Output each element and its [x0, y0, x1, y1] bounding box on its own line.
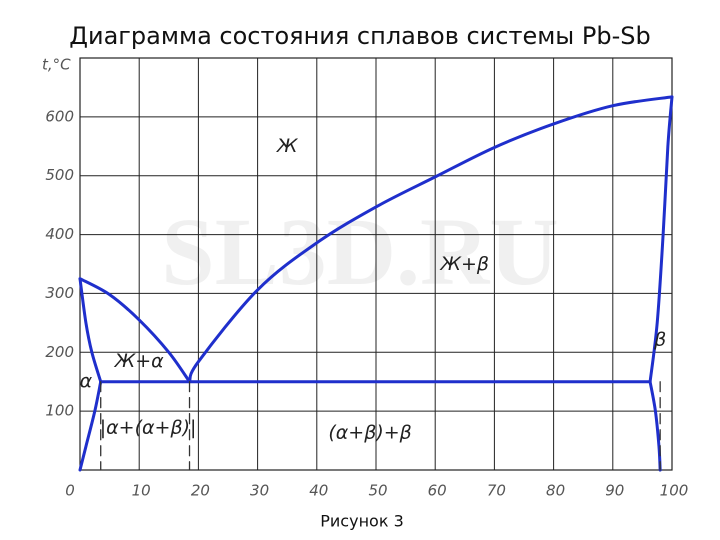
phase-label: Ж+β	[440, 253, 490, 275]
caption: Рисунок 3	[320, 512, 404, 531]
x-tick-label: 100	[660, 482, 689, 500]
watermark: SL3D.RU	[161, 198, 558, 305]
x-tick-label: 50	[368, 482, 387, 500]
phase-label: Ж	[276, 135, 299, 157]
x-tick-label: 80	[546, 482, 565, 500]
phase-label: |α+(α+β)|	[100, 417, 197, 439]
curve	[648, 95, 674, 384]
x-tick-label: 70	[487, 482, 506, 500]
curve	[78, 277, 103, 384]
chart-title: Диаграмма состояния сплавов системы Pb-S…	[69, 22, 650, 50]
curve	[188, 95, 674, 384]
plot-frame	[79, 57, 673, 471]
curve	[648, 380, 662, 472]
phase-label: (α+β)+β	[328, 421, 411, 443]
x-tick-label: 60	[428, 482, 447, 500]
x-tick-label: 90	[605, 482, 624, 500]
y-tick-label: 400	[45, 225, 74, 243]
x-tick-label: 20	[191, 482, 210, 500]
y-tick-label: 500	[45, 166, 74, 184]
y-tick-label: 300	[45, 284, 74, 302]
y-tick-label: 600	[45, 107, 74, 125]
phase-label: Ж+α	[114, 350, 164, 372]
x-tick-label: 30	[250, 482, 269, 500]
x-tick-label: 40	[309, 482, 328, 500]
y-tick-label: 100	[45, 402, 74, 420]
curve	[78, 277, 192, 384]
phase-label: β	[653, 328, 666, 350]
x-tick-label: 0	[65, 482, 75, 500]
phase-label: α	[80, 370, 93, 392]
x-tick-label: 10	[132, 482, 151, 500]
y-tick-label: 200	[45, 343, 74, 361]
curve	[78, 380, 103, 472]
y-axis-label: t,°C	[42, 56, 71, 74]
